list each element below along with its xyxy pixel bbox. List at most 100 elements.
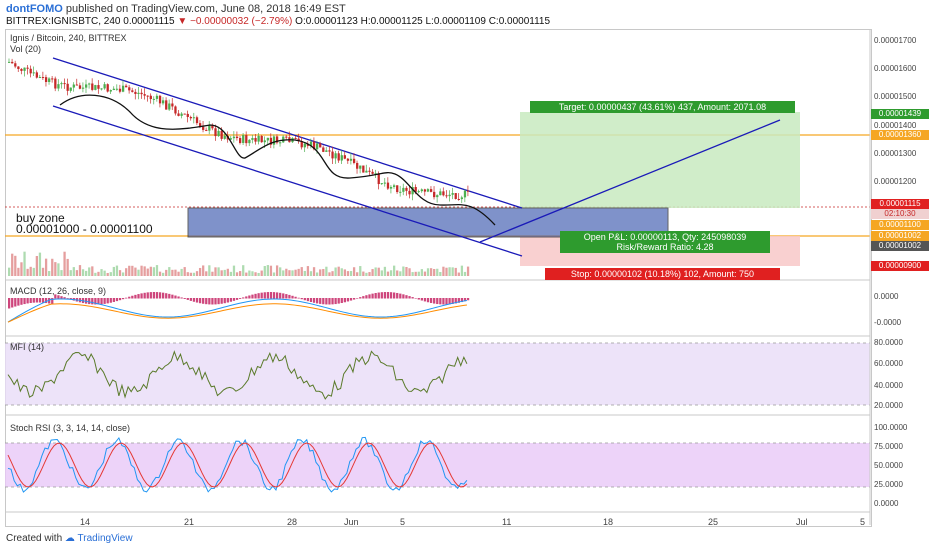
macd-bar <box>402 294 405 299</box>
candle-body <box>78 85 82 89</box>
macd-bar <box>457 298 460 303</box>
volume-bar <box>334 267 337 276</box>
volume-bar <box>429 268 433 276</box>
x-tick: 5 <box>400 517 406 527</box>
volume-bar <box>60 270 63 276</box>
candle-body <box>254 137 257 142</box>
candle-body <box>88 83 91 85</box>
volume-bar <box>451 267 454 276</box>
macd-bar <box>109 298 112 303</box>
volume-bar <box>85 270 88 276</box>
macd-tick: -0.0000 <box>874 318 902 327</box>
macd-bar <box>380 292 383 299</box>
candle-body <box>282 136 285 143</box>
volume-bar <box>226 268 229 276</box>
mfi-band <box>5 343 870 405</box>
candle-body <box>309 141 313 146</box>
macd-bar <box>285 294 288 299</box>
macd-bar <box>460 298 464 303</box>
last-price: 0.00001115 <box>123 16 175 27</box>
resistance-price-tag: 0.00001360 <box>871 130 929 140</box>
macd-bar <box>186 298 189 300</box>
volume-bar <box>457 272 460 276</box>
macd-bar <box>115 298 119 302</box>
volume-bar <box>356 272 359 276</box>
candle-body <box>125 85 128 88</box>
volume-bar <box>118 270 122 276</box>
tradingview-link[interactable]: TradingView <box>77 533 133 544</box>
volume-bar <box>115 265 119 276</box>
macd-bar <box>260 292 263 299</box>
price-axis[interactable]: 0.00001700 0.00001600 0.00001500 0.00001… <box>870 29 932 525</box>
macd-bar <box>356 298 359 299</box>
volume-bar <box>346 271 350 276</box>
volume-bar <box>149 266 152 276</box>
macd-bar <box>140 293 143 299</box>
volume-bar <box>325 266 328 276</box>
macd-bar <box>294 296 297 299</box>
volume-bar <box>162 272 165 276</box>
macd-bar <box>118 298 122 301</box>
high-value: H:0.00001125 <box>360 16 423 27</box>
volume-bar <box>328 272 331 276</box>
volume-bar <box>319 269 322 276</box>
macd-bar <box>220 298 223 304</box>
volume-bar <box>279 267 282 276</box>
candle-body <box>149 95 152 100</box>
volume-bar <box>97 271 100 276</box>
candle-body <box>208 125 211 131</box>
candle-body <box>331 151 334 159</box>
macd-bar <box>103 298 106 304</box>
candle-body <box>20 68 23 71</box>
volume-bar <box>146 268 149 276</box>
candle-body <box>303 143 306 148</box>
candle-body <box>211 125 214 129</box>
macd-bar <box>66 298 69 299</box>
candle-body <box>189 116 192 119</box>
macd-bar <box>389 292 393 299</box>
volume-bar <box>248 270 251 276</box>
x-tick: 25 <box>708 517 719 527</box>
macd-bar <box>131 295 134 299</box>
candle-body <box>17 66 20 69</box>
volume-bar <box>125 268 128 276</box>
macd-bar <box>121 298 125 300</box>
candle-body <box>162 100 165 104</box>
macd-bar <box>174 295 177 299</box>
close-value: C:0.00001115 <box>488 16 551 27</box>
candle-body <box>445 195 448 197</box>
volume-bar <box>32 267 35 276</box>
candle-body <box>54 78 57 89</box>
volume-bar <box>294 269 297 276</box>
volume-bar <box>75 270 79 276</box>
candle-body <box>423 189 427 192</box>
volume-bar <box>14 255 17 276</box>
macd-bar <box>69 298 72 300</box>
macd-bar <box>454 298 457 304</box>
macd-bar <box>100 298 103 305</box>
candle-body <box>402 187 405 192</box>
macd-bar <box>340 298 343 304</box>
volume-bar <box>112 266 115 276</box>
volume-bar <box>362 271 365 276</box>
candle-body <box>374 173 377 175</box>
candle-body <box>220 130 223 139</box>
volume-bar <box>426 268 430 276</box>
volume-bar <box>69 270 72 276</box>
candle-body <box>257 135 260 142</box>
macd-bar <box>445 298 448 305</box>
stoch-tick: 0.0000 <box>874 499 899 508</box>
macd-bar <box>35 298 38 303</box>
macd-bar <box>171 294 174 299</box>
macd-bar <box>192 298 196 302</box>
volume-bar <box>198 267 202 276</box>
symbol-label: BITTREX:IGNISBTC, 240 <box>6 16 121 27</box>
macd-bar <box>180 297 183 299</box>
candle-body <box>8 61 11 63</box>
author-link[interactable]: dontFOMO <box>6 3 63 15</box>
macd-bar <box>44 298 48 304</box>
volume-bar <box>63 251 66 276</box>
volume-bar <box>352 267 356 276</box>
last-price-tag: 0.00001115 <box>871 199 929 209</box>
